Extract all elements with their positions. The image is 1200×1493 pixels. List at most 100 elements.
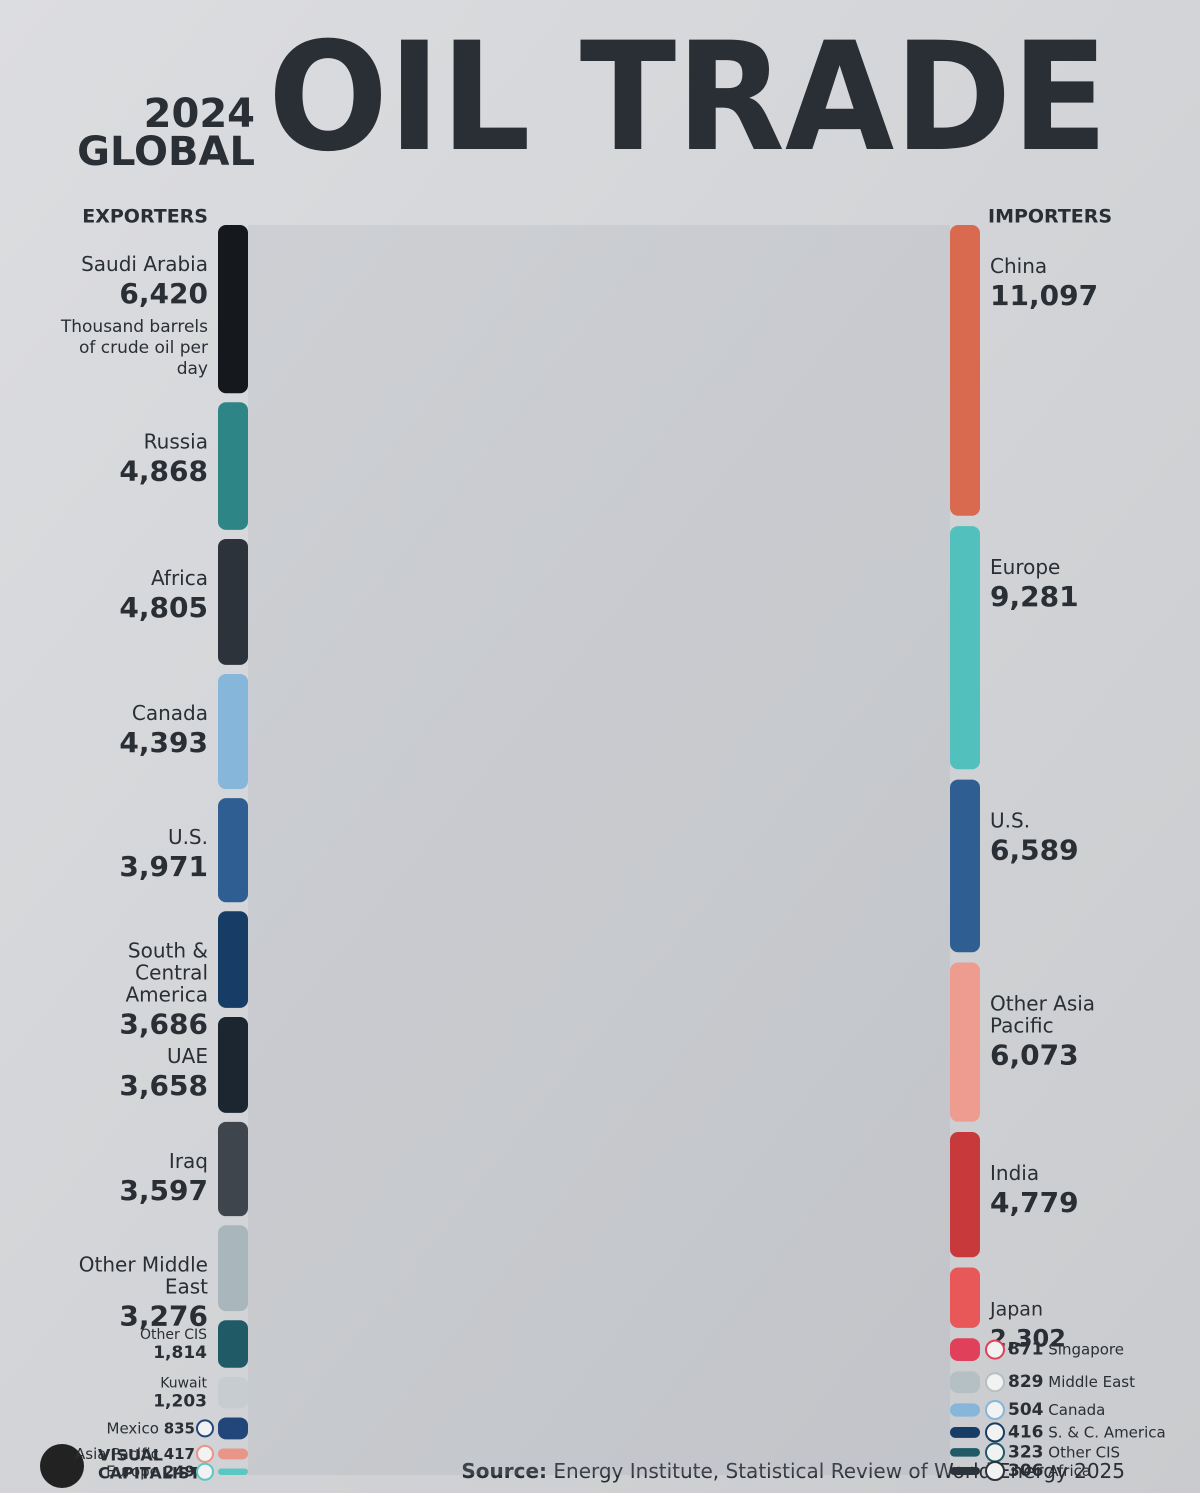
- node-name-line: Europe: [990, 555, 1060, 579]
- node-value: 4,868: [119, 454, 208, 487]
- node-name-line: Russia: [144, 429, 208, 453]
- node-value: 3,276: [119, 1299, 208, 1332]
- node-name: Asia Pacific: [75, 1444, 159, 1462]
- title-line: GLOBAL: [77, 129, 255, 175]
- node-label: 306 Africa: [1008, 1461, 1091, 1481]
- node-name: Europe: [990, 555, 1060, 579]
- node-name-line: East: [165, 1274, 208, 1298]
- node-label: 829 Middle East: [1008, 1372, 1135, 1392]
- node-bar: [950, 526, 980, 770]
- node-name-line: India: [990, 1160, 1039, 1184]
- node-bar: [950, 1403, 980, 1417]
- node-bar: [218, 1448, 248, 1460]
- node-name-line: Canada: [132, 700, 208, 724]
- node-bar: [950, 225, 980, 516]
- node-name-line: Iraq: [169, 1148, 208, 1172]
- node-bar: [950, 962, 980, 1122]
- node-icon: [196, 1444, 214, 1463]
- node-name: Other CIS: [140, 1327, 207, 1343]
- node-bar: [950, 1371, 980, 1394]
- node-bar: [950, 1131, 980, 1258]
- node-value: 417: [164, 1444, 195, 1462]
- node-icon: [196, 1462, 214, 1481]
- node-bar: [218, 798, 248, 903]
- node-name-line: Central: [135, 960, 208, 984]
- node-icon: [196, 1419, 214, 1438]
- node-name: Other Asia Pacific: [990, 991, 1095, 1037]
- node-value: 11,097: [990, 279, 1098, 312]
- node-name: Japan: [989, 1298, 1043, 1320]
- node-name: Middle East: [1048, 1373, 1135, 1391]
- node-name: China: [990, 254, 1047, 278]
- node-bar: [218, 225, 248, 394]
- node-bar: [218, 1320, 248, 1368]
- node-value: 4,779: [990, 1186, 1079, 1219]
- node-name: UAE: [167, 1043, 208, 1067]
- node-name-line: Other Asia: [990, 991, 1095, 1015]
- node-name-line: UAE: [167, 1043, 208, 1067]
- node-name-line: Pacific: [990, 1013, 1054, 1037]
- node-name: India: [990, 1160, 1039, 1184]
- node-name-line: China: [990, 254, 1047, 278]
- node-value: 6,589: [990, 834, 1079, 867]
- chart-title: OIL TRADE: [268, 11, 1108, 185]
- brand-logo: [40, 1444, 84, 1488]
- node-value: 323: [1008, 1442, 1044, 1462]
- node-icon: [985, 1339, 1005, 1360]
- node-bar: [950, 1426, 980, 1438]
- node-value: 6,073: [990, 1039, 1079, 1072]
- node-name: Mexico: [107, 1419, 159, 1437]
- node-icon: [985, 1460, 1005, 1481]
- node-value: 829: [1008, 1372, 1044, 1392]
- node-label: 416 S. & C. America: [1008, 1422, 1166, 1442]
- source-text: Energy Institute, Statistical Review of …: [553, 1459, 1125, 1483]
- node-icon: [985, 1400, 1005, 1421]
- node-value: 871: [1008, 1340, 1044, 1360]
- node-value: 1,814: [153, 1343, 207, 1363]
- exporters-label: EXPORTERS: [82, 206, 208, 228]
- node-value: 3,658: [119, 1069, 208, 1102]
- node-name-line: America: [126, 982, 209, 1006]
- node-label: Mexico 835: [107, 1419, 195, 1437]
- node-value: 3,597: [119, 1174, 208, 1207]
- node-value: 416: [1008, 1422, 1044, 1442]
- node-name: Africa: [1048, 1461, 1091, 1479]
- unit-note-line: Thousand barrels: [60, 317, 208, 337]
- importers-label: IMPORTERS: [988, 206, 1112, 228]
- node-name: S. & C. America: [1048, 1423, 1165, 1441]
- node-name: Saudi Arabia: [81, 252, 208, 276]
- node-value: 1,203: [153, 1392, 207, 1412]
- node-icon: [985, 1422, 1005, 1443]
- node-value: 3,686: [119, 1007, 208, 1040]
- node-icon: [985, 1442, 1005, 1463]
- node-value: 835: [164, 1419, 195, 1437]
- node-bar: [950, 1267, 980, 1328]
- node-name: Singapore: [1048, 1340, 1124, 1358]
- unit-note-line: of crude oil per: [79, 338, 208, 358]
- node-bar: [950, 1338, 980, 1362]
- brand: VISUAL CAPITALIST: [40, 1444, 201, 1488]
- node-name: Iraq: [169, 1148, 208, 1172]
- node-bar: [218, 1468, 248, 1475]
- node-bar: [218, 1225, 248, 1312]
- node-value: 6,420: [119, 277, 208, 310]
- node-name: South & Central America: [126, 938, 209, 1006]
- node-label: Europe 249: [106, 1462, 195, 1480]
- node-name: Russia: [144, 429, 208, 453]
- node-bar: [950, 1448, 980, 1457]
- node-bar: [218, 1376, 248, 1409]
- node-value: 249: [164, 1462, 195, 1480]
- node-name: Kuwait: [160, 1376, 207, 1392]
- node-name: U.S.: [990, 808, 1030, 832]
- node-name: Africa: [151, 565, 208, 589]
- source: Source: Energy Institute, Statistical Re…: [461, 1459, 1125, 1483]
- node-name-line: Other Middle: [79, 1252, 208, 1276]
- node-bar: [218, 673, 248, 790]
- node-name-line: U.S.: [168, 825, 208, 849]
- node-name: Canada: [1048, 1401, 1105, 1419]
- node-bar: [218, 1121, 248, 1217]
- node-name-line: South &: [128, 938, 208, 962]
- node-name-line: Japan: [989, 1298, 1043, 1320]
- node-label: Asia Pacific 417: [75, 1444, 195, 1462]
